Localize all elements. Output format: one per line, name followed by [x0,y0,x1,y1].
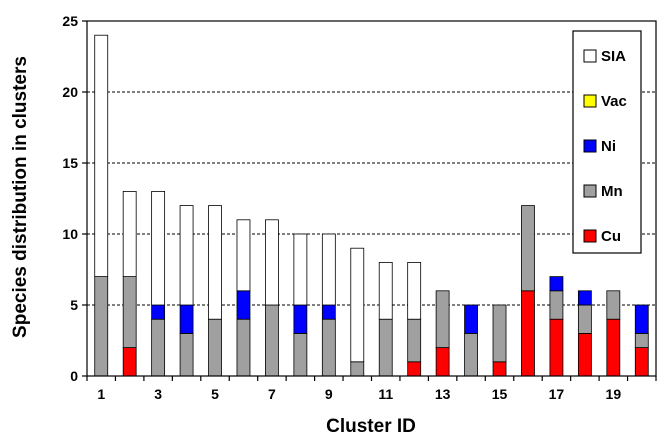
bar-segment-mn-8 [293,332,308,377]
bar-segment-cu-15 [492,361,507,377]
legend: SIA Vac Ni Mn Cu [572,30,642,254]
y-tick-label: 10 [62,226,78,242]
bar-segment-sia-9 [321,233,336,306]
bar-segment-mn-10 [350,361,365,377]
bar-segment-sia-7 [265,219,279,306]
y-tick-label: 25 [62,13,78,29]
x-tick-label: 5 [211,386,219,402]
bar-segment-sia-4 [179,205,194,306]
legend-swatch-mn [583,184,597,198]
y-tick-labels: 0 5 10 15 20 25 [62,13,78,384]
bar-segment-ni-17 [549,276,564,292]
bar-segment-mn-9 [321,318,336,377]
bar-segment-mn-6 [236,318,251,377]
bar-segment-ni-8 [293,304,308,334]
bar-segment-mn-16 [521,205,535,292]
x-tick-label: 9 [325,386,333,402]
gridlines [87,91,656,306]
bar-segment-mn-1 [94,276,109,377]
bar-segment-mn-20 [634,332,649,348]
bar-segment-sia-3 [151,190,166,306]
bar-segment-mn-11 [378,318,393,377]
bar-segment-mn-18 [577,304,592,334]
bar-segment-mn-14 [464,332,478,377]
x-tick-label: 15 [492,386,508,402]
axes [82,20,657,381]
legend-label-sia: SIA [601,48,626,65]
bar-segment-ni-14 [464,304,478,334]
bar-segment-mn-4 [179,332,194,377]
x-tick-labels: 1 3 5 7 9 11 13 15 17 19 [97,386,621,402]
bar-segment-mn-19 [606,290,621,320]
legend-swatch-sia [583,49,597,63]
legend-swatch-ni [583,139,597,153]
bar-segment-mn-13 [435,290,450,348]
bar-segment-cu-18 [577,332,592,377]
x-tick-label: 13 [435,386,451,402]
legend-swatch-vac [583,94,597,108]
y-tick-label: 5 [70,297,78,313]
bar-segment-sia-5 [208,205,222,320]
bar-segment-sia-12 [407,261,422,320]
bars [94,34,649,377]
bar-segment-cu-2 [122,347,137,377]
legend-swatch-cu [583,229,597,243]
bar-segment-ni-9 [321,304,336,320]
x-tick-label: 7 [268,386,276,402]
bar-segment-cu-20 [634,347,649,377]
bar-segment-cu-13 [435,347,450,377]
legend-label-ni: Ni [601,138,616,155]
y-axis-title: Species distribution in clusters [10,56,31,338]
bar-segment-cu-19 [606,318,621,377]
bar-segment-cu-12 [407,361,422,377]
y-tick-label: 20 [62,84,78,100]
bar-segment-ni-6 [236,290,251,320]
legend-label-cu: Cu [601,228,621,245]
bar-segment-sia-8 [293,233,308,306]
bar-segment-sia-6 [236,219,251,292]
bar-segment-cu-17 [549,318,564,377]
x-tick-label: 17 [549,386,565,402]
bar-segment-sia-2 [122,190,137,277]
bar-segment-mn-5 [208,318,222,377]
bar-segment-ni-20 [634,304,649,334]
bar-segment-ni-18 [577,290,592,306]
legend-label-mn: Mn [601,183,623,200]
bar-segment-mn-7 [265,304,279,377]
bar-segment-mn-17 [549,290,564,320]
bar-segment-mn-3 [151,318,166,377]
bar-segment-ni-3 [151,304,166,320]
bar-segment-sia-11 [378,261,393,320]
bar-segment-cu-16 [521,290,535,377]
y-tick-label: 15 [62,155,78,171]
x-tick-label: 3 [154,386,162,402]
y-tick-label: 0 [70,368,78,384]
x-tick-label: 11 [378,386,393,402]
x-tick-label: 19 [606,386,622,402]
bar-segment-mn-15 [492,304,507,363]
x-axis-title: Cluster ID [326,416,416,437]
legend-label-vac: Vac [601,93,627,110]
bar-segment-sia-10 [350,247,365,363]
bar-segment-mn-12 [407,318,422,363]
plot-frame [86,20,657,377]
bar-segment-ni-4 [179,304,194,334]
bar-segment-sia-1 [94,34,109,277]
bar-segment-mn-2 [122,276,137,349]
x-tick-label: 1 [97,386,105,402]
